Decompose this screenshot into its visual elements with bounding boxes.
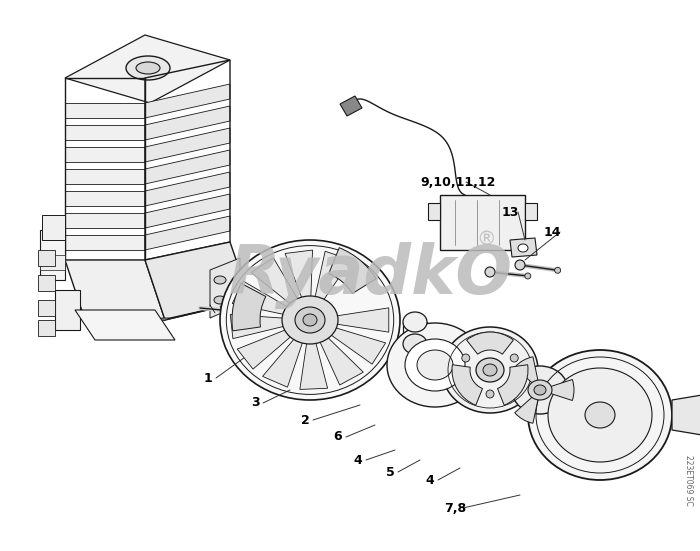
- Text: 13: 13: [501, 206, 519, 219]
- Polygon shape: [335, 308, 388, 332]
- Polygon shape: [510, 238, 537, 257]
- Polygon shape: [65, 103, 145, 118]
- Polygon shape: [38, 320, 55, 336]
- Text: 1: 1: [204, 371, 212, 385]
- Wedge shape: [498, 365, 528, 405]
- Text: 4: 4: [426, 473, 435, 487]
- Ellipse shape: [220, 240, 400, 400]
- Polygon shape: [38, 300, 55, 316]
- Polygon shape: [65, 213, 145, 228]
- Polygon shape: [38, 275, 55, 291]
- Polygon shape: [230, 315, 286, 339]
- Text: 3: 3: [251, 397, 259, 409]
- Polygon shape: [40, 255, 65, 270]
- Ellipse shape: [442, 327, 538, 413]
- Wedge shape: [514, 390, 540, 423]
- Polygon shape: [145, 216, 230, 250]
- Ellipse shape: [548, 368, 652, 462]
- Text: 223ET069 SC: 223ET069 SC: [683, 455, 692, 505]
- Polygon shape: [228, 280, 258, 303]
- Text: 4: 4: [354, 453, 363, 467]
- Polygon shape: [428, 203, 440, 220]
- Polygon shape: [55, 290, 80, 330]
- Text: 2: 2: [300, 413, 309, 426]
- Polygon shape: [285, 250, 312, 299]
- Polygon shape: [251, 258, 298, 305]
- Polygon shape: [300, 342, 328, 390]
- Ellipse shape: [585, 402, 615, 428]
- Polygon shape: [672, 395, 700, 435]
- Ellipse shape: [483, 364, 497, 376]
- Ellipse shape: [303, 314, 317, 326]
- Circle shape: [462, 354, 470, 362]
- Ellipse shape: [476, 358, 504, 382]
- Polygon shape: [145, 150, 230, 184]
- Ellipse shape: [518, 244, 528, 252]
- Wedge shape: [329, 248, 376, 294]
- Ellipse shape: [528, 380, 552, 400]
- Wedge shape: [467, 332, 513, 354]
- Text: 14: 14: [543, 225, 561, 239]
- Polygon shape: [65, 191, 145, 206]
- Polygon shape: [38, 250, 55, 266]
- Text: 6: 6: [334, 430, 342, 444]
- Text: 5: 5: [386, 466, 394, 478]
- Ellipse shape: [295, 307, 325, 333]
- Polygon shape: [85, 300, 250, 320]
- Circle shape: [554, 267, 561, 273]
- Ellipse shape: [405, 339, 465, 391]
- Polygon shape: [145, 194, 230, 228]
- Circle shape: [485, 267, 495, 277]
- Wedge shape: [514, 356, 540, 390]
- Polygon shape: [145, 106, 230, 140]
- Text: 7,8: 7,8: [444, 501, 466, 515]
- Circle shape: [525, 273, 531, 279]
- Polygon shape: [65, 260, 165, 320]
- Circle shape: [515, 260, 525, 270]
- Circle shape: [510, 354, 518, 362]
- Ellipse shape: [403, 312, 427, 332]
- Ellipse shape: [417, 350, 453, 380]
- Polygon shape: [42, 215, 65, 240]
- Polygon shape: [340, 96, 362, 116]
- Text: 9,10,11,12: 9,10,11,12: [420, 176, 496, 188]
- Polygon shape: [440, 195, 525, 250]
- Ellipse shape: [403, 334, 427, 354]
- Polygon shape: [40, 230, 65, 280]
- Text: ®: ®: [477, 230, 496, 249]
- Polygon shape: [319, 337, 363, 385]
- Wedge shape: [232, 283, 266, 331]
- Polygon shape: [145, 128, 230, 162]
- Polygon shape: [145, 84, 230, 118]
- Polygon shape: [65, 125, 145, 140]
- Ellipse shape: [136, 62, 160, 74]
- Ellipse shape: [214, 296, 226, 304]
- Ellipse shape: [512, 366, 568, 414]
- Polygon shape: [315, 251, 351, 301]
- Ellipse shape: [282, 296, 338, 344]
- Polygon shape: [65, 169, 145, 184]
- Ellipse shape: [126, 56, 170, 80]
- Polygon shape: [262, 338, 303, 387]
- Polygon shape: [145, 242, 250, 320]
- Text: RyadkO: RyadkO: [229, 242, 513, 309]
- Wedge shape: [540, 380, 574, 401]
- Polygon shape: [232, 281, 289, 315]
- Polygon shape: [65, 147, 145, 162]
- Circle shape: [486, 390, 494, 398]
- Wedge shape: [452, 365, 482, 405]
- Polygon shape: [330, 327, 386, 364]
- Ellipse shape: [214, 276, 226, 284]
- Polygon shape: [65, 35, 230, 103]
- Ellipse shape: [528, 350, 672, 480]
- Polygon shape: [525, 203, 537, 220]
- Polygon shape: [75, 310, 175, 340]
- Ellipse shape: [534, 385, 546, 395]
- Polygon shape: [210, 258, 240, 318]
- Polygon shape: [65, 235, 145, 250]
- Polygon shape: [237, 329, 292, 369]
- Ellipse shape: [387, 323, 483, 407]
- Polygon shape: [145, 172, 230, 206]
